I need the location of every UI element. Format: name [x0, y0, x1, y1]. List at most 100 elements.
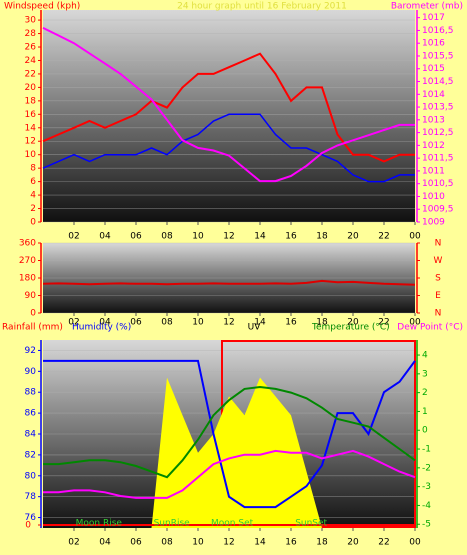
legend-label: Temperature (°C)	[311, 323, 390, 333]
y2-tick-label: -5	[422, 520, 431, 530]
y2-tick-label: 1009	[422, 218, 445, 228]
y-tick-label: 2	[30, 204, 36, 214]
x-tick-label: 04	[99, 232, 111, 242]
y2-tick-label: -3	[422, 482, 431, 492]
x-tick-label: 22	[378, 538, 389, 548]
x-tick-label: 12	[223, 232, 234, 242]
series-line	[42, 113, 415, 183]
y2-tick-label: 1010	[422, 192, 445, 202]
y-tick-label: 16	[25, 110, 37, 120]
uv-area	[43, 377, 415, 528]
y2-tick-label: E	[435, 291, 441, 301]
x-tick-label: 20	[347, 318, 359, 328]
y2-tick-label: 1014,5	[422, 77, 454, 87]
y-tick-label: 6	[30, 177, 36, 187]
x-tick-label: 00	[409, 318, 421, 328]
y-tick-label: 30	[25, 16, 37, 26]
y2-tick-label: 1011,5	[422, 154, 454, 164]
y-tick-label: 92	[25, 346, 36, 356]
y-tick-label: 0	[30, 218, 36, 228]
y2-tick-label: 3	[422, 369, 428, 379]
y2-tick-label: -2	[422, 463, 431, 473]
y2-tick-label: 1011	[422, 166, 445, 176]
y-tick-label: 88	[25, 388, 37, 398]
x-tick-label: 12	[223, 538, 234, 548]
x-tick-label: 20	[347, 232, 359, 242]
x-tick-label: 08	[161, 232, 173, 242]
y-tick-label: 22	[25, 69, 36, 79]
x-tick-label: 02	[68, 318, 79, 328]
plot-area	[43, 10, 415, 222]
y-tick-label: 84	[25, 430, 37, 440]
y2-tick-label: 1017	[422, 13, 445, 23]
annotation: SunSet	[295, 519, 327, 529]
y-tick-label: 360	[19, 239, 36, 249]
y2-tick-label: 1013,5	[422, 103, 454, 113]
y2-tick-label: 1016	[422, 39, 445, 49]
x-tick-label: 02	[68, 232, 79, 242]
y-tick-label: 12	[25, 137, 36, 147]
x-tick-label: 14	[254, 538, 266, 548]
y-tick-label: 80	[25, 471, 37, 481]
x-tick-label: 04	[99, 318, 111, 328]
y-tick-label: 90	[25, 291, 37, 301]
x-tick-label: 06	[130, 538, 142, 548]
x-tick-label: 18	[316, 318, 328, 328]
legend-label: Dew Point (°C)	[397, 323, 463, 333]
x-tick-label: 08	[161, 538, 173, 548]
series-line	[43, 385, 416, 479]
y-tick-label: 14	[25, 123, 37, 133]
y2-tick-label: 1015,5	[422, 51, 454, 61]
x-tick-label: 16	[285, 538, 297, 548]
x-tick-label: 16	[285, 232, 297, 242]
y2-tick-label: 1013	[422, 115, 445, 125]
y2-tick-label: 1016,5	[422, 26, 454, 36]
y2-tick-label: N	[435, 239, 442, 249]
y-tick-label: 28	[25, 29, 37, 39]
x-tick-label: 06	[130, 318, 142, 328]
y2-tick-label: 1012,5	[422, 128, 454, 138]
y2-axis-title: Barometer (mb)	[391, 2, 463, 12]
legend-label: Rainfall (mm)	[2, 323, 63, 333]
y-tick-label: 18	[25, 96, 37, 106]
y-tick-label: 4	[30, 191, 36, 201]
y-tick-label: 82	[25, 450, 36, 460]
x-tick-label: 16	[285, 318, 297, 328]
y-tick-label: 8	[30, 164, 36, 174]
series-line	[43, 449, 416, 499]
x-tick-label: 18	[316, 232, 328, 242]
y-tick-label: 24	[25, 56, 37, 66]
y2-tick-label: 0	[422, 426, 428, 436]
y2-tick-label: 2	[422, 388, 428, 398]
x-tick-label: 22	[378, 318, 389, 328]
x-tick-label: 20	[347, 538, 359, 548]
chart-title: 24 hour graph until 16 February 2011	[177, 2, 347, 12]
x-tick-label: 08	[161, 318, 173, 328]
x-tick-label: 10	[192, 232, 204, 242]
annotation: Moon Rise	[76, 519, 123, 529]
series-line	[42, 52, 415, 163]
x-tick-label: 14	[254, 232, 266, 242]
x-tick-label: 12	[223, 318, 234, 328]
y-tick-label: 76	[25, 513, 37, 523]
y2-tick-label: -1	[422, 445, 431, 455]
rain-tick-label: 0	[25, 521, 31, 531]
x-tick-label: 00	[409, 538, 421, 548]
y2-tick-label: -4	[422, 501, 431, 511]
y2-tick-label: W	[434, 256, 443, 266]
x-tick-label: 04	[99, 538, 111, 548]
y-tick-label: 270	[19, 256, 36, 266]
y2-tick-label: 1009,5	[422, 205, 454, 215]
legend-label: Humidity (%)	[72, 323, 131, 333]
x-tick-label: 22	[378, 232, 389, 242]
y2-tick-label: 1	[422, 407, 428, 417]
series-line	[42, 279, 416, 286]
x-tick-label: 14	[254, 318, 266, 328]
y-axis-title: Windspeed (kph)	[4, 2, 80, 12]
annotation: Moon Set	[211, 519, 254, 529]
x-tick-label: 06	[130, 232, 142, 242]
y-tick-label: 20	[25, 83, 37, 93]
y-tick-label: 10	[25, 150, 37, 160]
y-tick-label: 180	[19, 274, 36, 284]
